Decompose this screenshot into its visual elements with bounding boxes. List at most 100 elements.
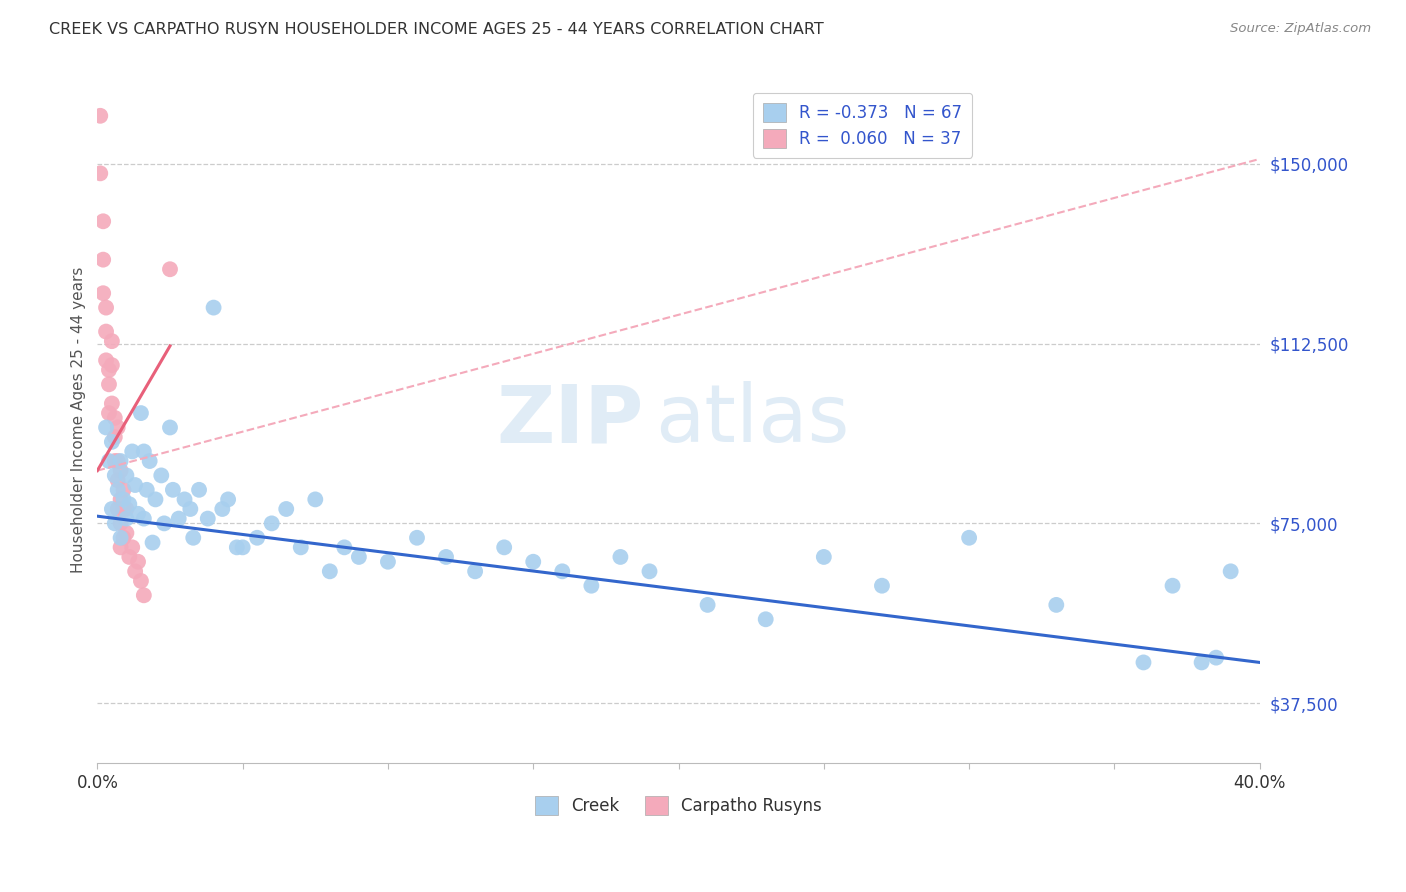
Point [107, 473, 129, 487]
Point [115, 468, 138, 483]
Point [333, 541, 356, 555]
Point [98, 406, 121, 420]
Point [94, 325, 117, 339]
Point [112, 531, 135, 545]
Point [112, 502, 135, 516]
Point [115, 525, 138, 540]
Point [110, 454, 132, 468]
Point [870, 579, 893, 593]
Point [638, 565, 661, 579]
Text: Source: ZipAtlas.com: Source: ZipAtlas.com [1230, 22, 1371, 36]
Point [377, 555, 399, 569]
Point [104, 516, 127, 531]
Point [107, 483, 129, 497]
Point [522, 555, 544, 569]
Point [181, 531, 204, 545]
Point [1132, 656, 1154, 670]
Point [121, 541, 143, 555]
Point [104, 454, 127, 468]
Point [159, 262, 181, 277]
Point [813, 549, 835, 564]
Point [406, 531, 429, 545]
Point [91, 252, 114, 267]
Point [581, 579, 603, 593]
Point [124, 565, 146, 579]
Y-axis label: Householder Income Ages 25 - 44 years: Householder Income Ages 25 - 44 years [72, 267, 86, 574]
Point [101, 334, 124, 348]
Point [159, 420, 181, 434]
Point [112, 483, 135, 497]
Point [957, 531, 980, 545]
Point [138, 454, 160, 468]
Point [110, 516, 132, 531]
Point [290, 541, 312, 555]
Point [464, 565, 486, 579]
Point [260, 516, 283, 531]
Point [94, 420, 117, 434]
Point [91, 214, 114, 228]
Point [101, 434, 124, 449]
Point [551, 565, 574, 579]
Point [129, 574, 152, 588]
Point [167, 511, 190, 525]
Point [217, 492, 239, 507]
Point [696, 598, 718, 612]
Point [110, 492, 132, 507]
Point [115, 511, 138, 525]
Point [609, 549, 631, 564]
Text: ZIP: ZIP [496, 381, 644, 459]
Point [98, 454, 121, 468]
Point [246, 531, 269, 545]
Point [135, 483, 157, 497]
Point [94, 353, 117, 368]
Point [118, 497, 141, 511]
Point [104, 430, 127, 444]
Point [150, 468, 173, 483]
Point [494, 541, 516, 555]
Point [1205, 650, 1227, 665]
Point [162, 483, 184, 497]
Point [1191, 656, 1213, 670]
Point [104, 410, 127, 425]
Point [110, 531, 132, 545]
Point [1045, 598, 1067, 612]
Point [107, 502, 129, 516]
Legend: Creek, Carpatho Rusyns: Creek, Carpatho Rusyns [526, 788, 831, 823]
Point [101, 358, 124, 372]
Point [127, 555, 149, 569]
Point [107, 454, 129, 468]
Point [232, 541, 254, 555]
Point [347, 549, 370, 564]
Point [101, 396, 124, 410]
Text: atlas: atlas [655, 381, 849, 459]
Text: CREEK VS CARPATHO RUSYN HOUSEHOLDER INCOME AGES 25 - 44 YEARS CORRELATION CHART: CREEK VS CARPATHO RUSYN HOUSEHOLDER INCO… [49, 22, 824, 37]
Point [132, 511, 155, 525]
Point [110, 464, 132, 478]
Point [107, 420, 129, 434]
Point [319, 565, 342, 579]
Point [101, 502, 124, 516]
Point [755, 612, 778, 626]
Point [434, 549, 457, 564]
Point [98, 377, 121, 392]
Point [89, 109, 111, 123]
Point [132, 588, 155, 602]
Point [202, 301, 225, 315]
Point [142, 535, 165, 549]
Point [112, 492, 135, 507]
Point [188, 483, 211, 497]
Point [89, 166, 111, 180]
Point [225, 541, 247, 555]
Point [304, 492, 326, 507]
Point [153, 516, 176, 531]
Point [173, 492, 195, 507]
Point [104, 468, 127, 483]
Point [145, 492, 167, 507]
Point [94, 301, 117, 315]
Point [118, 549, 141, 564]
Point [110, 541, 132, 555]
Point [129, 406, 152, 420]
Point [1161, 579, 1184, 593]
Point [98, 363, 121, 377]
Point [179, 502, 201, 516]
